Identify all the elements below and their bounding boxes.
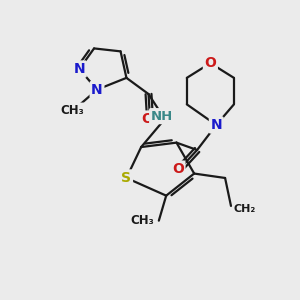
Text: N: N (91, 82, 103, 97)
Text: N: N (210, 118, 222, 132)
Text: S: S (122, 171, 131, 185)
Text: CH₂: CH₂ (234, 204, 256, 214)
Text: O: O (172, 162, 184, 176)
Text: O: O (141, 112, 153, 126)
Text: CH₃: CH₃ (60, 104, 84, 117)
Text: N: N (74, 62, 85, 76)
Text: CH₃: CH₃ (131, 214, 154, 227)
Text: O: O (204, 56, 216, 70)
Text: NH: NH (151, 110, 173, 123)
